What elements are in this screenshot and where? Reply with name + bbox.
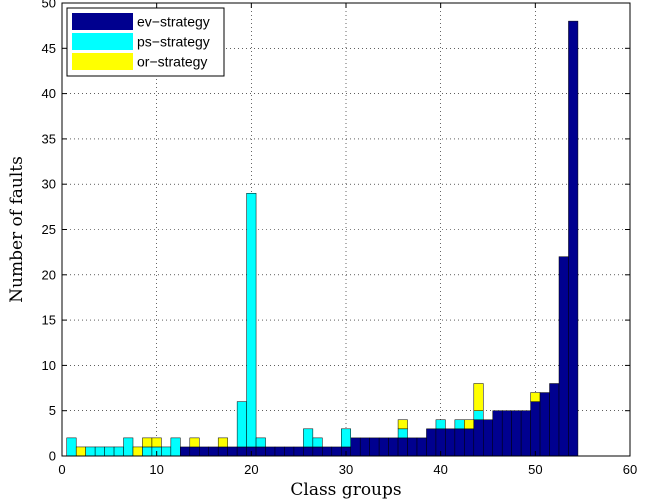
bar-segment-ev	[416, 437, 427, 457]
x-tick-label: 30	[339, 462, 353, 477]
bar-segment-ev	[369, 437, 380, 457]
bar-segment-ev	[359, 437, 370, 457]
bar-segment-or	[142, 437, 153, 448]
bar-segment-ev	[293, 446, 304, 457]
bars	[66, 20, 579, 457]
bar-segment-ev	[378, 437, 389, 457]
bar-segment-ps	[66, 437, 77, 457]
bar-segment-ev	[530, 401, 541, 457]
bar-segment-ev	[217, 446, 228, 457]
x-axis-label: Class groups	[290, 480, 401, 500]
bar-segment-or	[473, 383, 484, 411]
x-tick-label: 40	[433, 462, 447, 477]
bar-segment-or	[397, 419, 408, 430]
bar-segment-ps	[142, 446, 153, 457]
legend-label: ps−strategy	[137, 34, 210, 50]
y-tick-label: 35	[42, 131, 56, 146]
legend-swatch	[72, 53, 133, 70]
bar-segment-ev	[350, 437, 361, 457]
bar-segment-ps	[85, 446, 96, 457]
y-tick-label: 30	[42, 177, 56, 192]
y-tick-label: 45	[42, 41, 56, 56]
bar-segment-or	[530, 392, 541, 402]
bar-segment-ev	[265, 446, 276, 457]
bar-segment-ps	[397, 428, 408, 439]
bar-segment-ev	[255, 446, 266, 457]
bar-segment-ev	[397, 437, 408, 457]
bar-segment-ps	[123, 437, 134, 457]
bar-segment-ps	[255, 437, 266, 448]
grid	[62, 3, 630, 456]
y-tick-label: 40	[42, 86, 56, 101]
bar-segment-ev	[464, 428, 475, 457]
x-tick-label: 10	[149, 462, 163, 477]
bar-segment-ev	[520, 410, 531, 457]
bar-segment-ev	[483, 419, 493, 457]
bar-segment-or	[189, 437, 200, 448]
ticks: 0 10 20 30 40 50 60 0 5 10 15 20 25 30 35 40 45 50	[42, 0, 638, 477]
x-tick-label: 60	[623, 462, 637, 477]
y-tick-label: 25	[42, 222, 56, 237]
bar-segment-ev	[284, 446, 295, 457]
y-tick-label: 50	[42, 0, 56, 11]
bar-segment-or	[151, 437, 162, 448]
bar-segment-ev	[274, 446, 285, 457]
y-tick-label: 15	[42, 313, 56, 328]
y-tick-label: 10	[42, 358, 56, 373]
bar-segment-ev	[407, 437, 418, 457]
x-tick-label: 0	[58, 462, 65, 477]
bar-segment-ev	[473, 419, 484, 457]
bar-segment-or	[132, 446, 143, 457]
bar-segment-ps	[236, 401, 247, 448]
bar-segment-ev	[492, 410, 503, 457]
bar-segment-ev	[236, 446, 247, 457]
bar-segment-ps	[104, 446, 115, 457]
legend-swatch	[72, 13, 133, 30]
bar-segment-ps	[312, 437, 323, 448]
bar-segment-ev	[539, 392, 550, 457]
legend-label: or−strategy	[137, 54, 207, 70]
bar-segment-ev	[199, 446, 209, 457]
bar-segment-ps	[161, 446, 172, 457]
bar-segment-ev	[426, 428, 437, 457]
bar-segment-ps	[341, 428, 351, 448]
bar-segment-or	[75, 446, 86, 457]
bar-segment-ev	[445, 428, 456, 457]
bar-segment-ps	[303, 428, 314, 448]
legend: ev−strategy ps−strategy or−strategy	[66, 7, 225, 77]
bar-segment-or	[217, 437, 228, 448]
bar-segment-ps	[454, 419, 465, 430]
bar-segment-ev	[189, 446, 200, 457]
bar-segment-ev	[331, 446, 342, 457]
y-axis-label: Number of faults	[7, 156, 27, 303]
bar-segment-ev	[568, 20, 579, 457]
y-tick-label: 5	[49, 403, 56, 418]
bar-segment-ev	[208, 446, 219, 457]
bar-segment-ev	[388, 437, 399, 457]
y-tick-label: 0	[49, 449, 56, 464]
bar-segment-ps	[246, 193, 257, 448]
x-tick-label: 20	[244, 462, 258, 477]
bar-segment-ev	[549, 383, 560, 457]
bar-segment-ev	[501, 410, 512, 457]
bar-segment-ev	[227, 446, 238, 457]
bar-segment-ps	[113, 446, 124, 457]
bar-segment-ps	[435, 419, 446, 430]
y-tick-label: 20	[42, 267, 56, 282]
bar-segment-ps	[170, 437, 181, 457]
bar-segment-ev	[322, 446, 333, 457]
legend-swatch	[72, 33, 133, 50]
x-tick-label: 50	[528, 462, 542, 477]
bar-segment-ev	[303, 446, 314, 457]
bar-segment-ev	[454, 428, 465, 457]
bar-segment-ev	[558, 256, 569, 457]
bar-segment-or	[464, 419, 475, 430]
legend-label: ev−strategy	[137, 14, 210, 30]
bar-segment-ps	[94, 446, 105, 457]
bar-segment-ev	[312, 446, 323, 457]
bar-segment-ps	[473, 410, 484, 421]
bar-segment-ev	[511, 410, 522, 457]
bar-segment-ev	[180, 446, 191, 457]
